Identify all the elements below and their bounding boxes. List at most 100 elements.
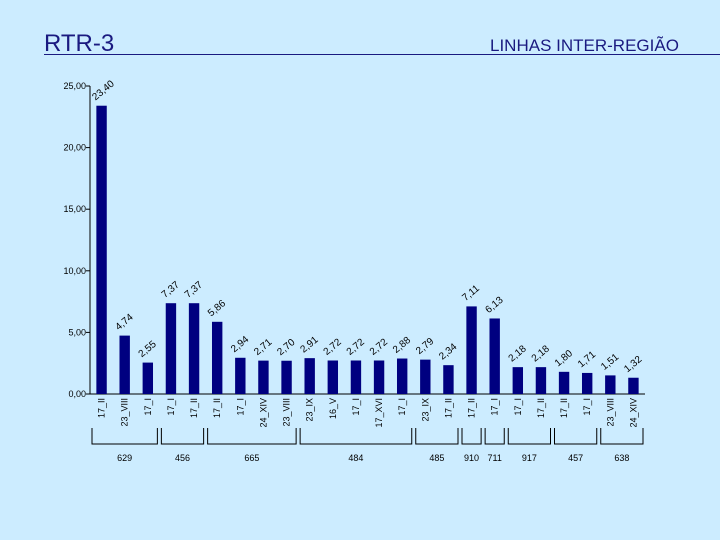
page-title: RTR-3 [44, 30, 115, 57]
bar [281, 360, 292, 394]
data-label: 5,86 [206, 298, 228, 319]
data-label: 1,80 [553, 348, 575, 369]
data-label: 1,71 [576, 349, 598, 370]
data-label: 2,88 [391, 335, 413, 356]
page-subtitle: LINHAS INTER-REGIÃO [490, 36, 679, 55]
y-tick-label: 10,00 [63, 266, 86, 276]
group-bracket [600, 428, 644, 445]
bar [119, 335, 130, 394]
bar [512, 367, 524, 394]
category-label: 23_IX [420, 398, 430, 422]
group-bracket [415, 428, 459, 445]
category-label: 23_VIII [605, 398, 615, 427]
category-label: 17_XVI [374, 398, 384, 428]
data-label: 7,11 [460, 283, 482, 304]
data-label: 1,51 [599, 351, 621, 372]
bar [443, 365, 454, 394]
group-label: 484 [348, 453, 363, 463]
data-label: 2,72 [368, 337, 390, 358]
category-label: 23_VIII [120, 398, 130, 427]
bar [420, 359, 431, 394]
group-bracket [91, 428, 158, 445]
category-label: 17_I [582, 398, 592, 416]
group-label: 917 [522, 453, 537, 463]
bar [396, 358, 408, 394]
y-tick-label: 15,00 [63, 204, 86, 214]
title-underline [44, 54, 720, 55]
category-label: 17_II [212, 398, 222, 418]
category-label: 17_I [397, 398, 407, 416]
category-label: 17_I [490, 398, 500, 416]
group-label: 457 [568, 453, 583, 463]
group-label: 629 [117, 453, 132, 463]
category-label: 17_I [143, 398, 153, 416]
bar [489, 318, 500, 394]
bar [558, 371, 570, 394]
group-bracket [554, 428, 598, 445]
data-label: 4,74 [114, 312, 136, 333]
bar [327, 360, 339, 394]
bar [605, 375, 616, 394]
group-bracket [507, 428, 551, 445]
data-label: 2,71 [252, 337, 274, 358]
data-label: 2,79 [414, 336, 436, 357]
bar [581, 372, 593, 394]
y-tick-label: 0,00 [68, 389, 86, 399]
bar [466, 306, 477, 394]
group-bracket [160, 428, 205, 445]
data-label: 2,91 [299, 334, 321, 355]
data-label: 2,72 [345, 337, 367, 358]
category-label: 17_II [467, 398, 477, 418]
data-label: 2,55 [137, 339, 159, 360]
bar [258, 360, 269, 394]
category-label: 17_I [235, 398, 245, 416]
group-bracket [461, 428, 482, 445]
group-label: 456 [175, 453, 190, 463]
group-label: 910 [464, 453, 479, 463]
bar [535, 367, 547, 394]
category-label: 17_II [443, 398, 453, 418]
category-label: 23_IX [305, 398, 315, 422]
bar [373, 360, 385, 394]
data-label: 2,18 [530, 343, 552, 364]
category-label: 17_I [513, 398, 523, 416]
group-label: 711 [488, 453, 502, 463]
data-label: 2,18 [507, 343, 529, 364]
data-label: 2,94 [229, 334, 251, 355]
category-label: 24_XIV [628, 398, 638, 428]
data-label: 7,37 [160, 279, 182, 300]
data-label: 2,34 [437, 341, 459, 362]
category-label: 17_I [166, 398, 176, 416]
group-bracket [299, 428, 413, 445]
category-label: 17_II [536, 398, 546, 418]
bar [304, 358, 315, 394]
category-label: 23_VIII [282, 398, 292, 427]
data-label: 7,37 [183, 279, 205, 300]
y-tick-label: 5,00 [68, 327, 86, 337]
group-bracket [484, 428, 505, 445]
data-label: 1,32 [622, 354, 644, 375]
group-label: 638 [614, 453, 629, 463]
category-label: 17_I [351, 398, 361, 416]
y-tick-label: 20,00 [63, 143, 86, 153]
bar [235, 357, 246, 394]
data-label: 23,40 [90, 78, 117, 103]
group-label: 665 [244, 453, 259, 463]
y-tick-label: 25,00 [63, 81, 86, 91]
bar [211, 321, 223, 394]
bar [96, 105, 107, 394]
bar [350, 360, 362, 394]
data-label: 2,70 [275, 337, 297, 358]
bar [628, 377, 639, 394]
category-label: 17_II [559, 398, 569, 418]
data-label: 2,72 [322, 337, 344, 358]
category-label: 17_II [97, 398, 107, 418]
group-bracket [207, 428, 297, 445]
category-label: 16_V [328, 398, 338, 419]
data-label: 6,13 [484, 295, 506, 316]
category-label: 17_II [189, 398, 199, 418]
group-label: 485 [429, 453, 444, 463]
bar [165, 303, 177, 394]
bar [188, 303, 200, 394]
